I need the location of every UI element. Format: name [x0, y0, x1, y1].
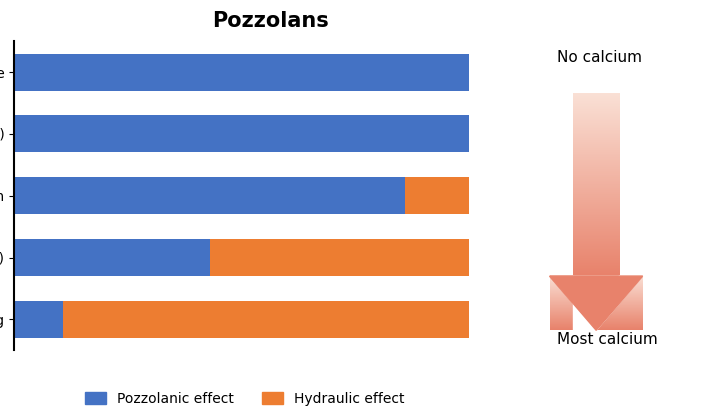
Bar [14, 239, 209, 276]
Bar [405, 177, 469, 214]
Legend: Pozzolanic effect, Hydraulic effect: Pozzolanic effect, Hydraulic effect [80, 386, 410, 411]
Polygon shape [550, 276, 643, 330]
Bar [209, 239, 469, 276]
Polygon shape [550, 276, 643, 330]
Bar [14, 115, 469, 152]
Bar [14, 301, 63, 338]
Title: Pozzolans: Pozzolans [212, 11, 329, 31]
Polygon shape [550, 276, 596, 330]
Bar [63, 301, 469, 338]
Polygon shape [596, 276, 643, 330]
Text: Most calcium: Most calcium [557, 332, 658, 347]
Text: No calcium: No calcium [557, 50, 643, 65]
Bar [14, 177, 405, 214]
Bar [14, 54, 469, 91]
